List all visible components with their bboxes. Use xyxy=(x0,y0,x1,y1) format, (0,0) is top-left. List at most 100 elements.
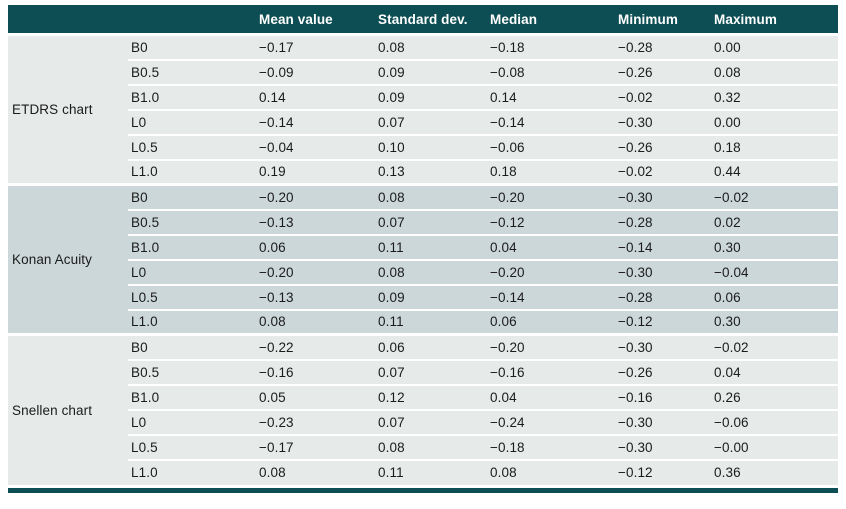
col-header-section xyxy=(8,5,128,35)
table-bottom-rule xyxy=(8,487,838,493)
value-cell: 0.07 xyxy=(375,408,487,435)
value-cell: −0.26 xyxy=(615,358,711,385)
value-cell: 0.04 xyxy=(711,358,838,385)
table-row: L0 −0.20 0.08 −0.20 −0.30 −0.04 xyxy=(8,258,838,285)
value-cell: −0.00 xyxy=(711,433,838,460)
condition-cell: B0.5 xyxy=(128,358,256,385)
value-cell: 0.09 xyxy=(375,83,487,110)
value-cell: −0.09 xyxy=(256,58,375,85)
condition-cell: B1.0 xyxy=(128,233,256,260)
value-cell: −0.17 xyxy=(256,433,375,460)
value-cell: −0.22 xyxy=(256,333,375,360)
table-row: Konan Acuity B0 −0.20 0.08 −0.20 −0.30 −0.02 xyxy=(8,183,838,335)
condition-cell: B0 xyxy=(128,183,256,210)
value-cell: −0.18 xyxy=(487,33,615,60)
condition-cell: L0 xyxy=(128,258,256,285)
value-cell: −0.14 xyxy=(256,108,375,135)
value-cell: −0.12 xyxy=(615,458,711,485)
table-row: L0 −0.14 0.07 −0.14 −0.30 0.00 xyxy=(8,108,838,135)
condition-cell: B0.5 xyxy=(128,58,256,85)
value-cell: 0.07 xyxy=(375,358,487,385)
value-cell: −0.28 xyxy=(615,33,711,60)
value-cell: −0.14 xyxy=(487,108,615,135)
value-cell: −0.26 xyxy=(615,133,711,160)
value-cell: 0.00 xyxy=(711,33,838,60)
table-row: L1.0 0.08 0.11 0.08 −0.12 0.36 xyxy=(8,458,838,485)
table-row: B0.5 −0.13 0.07 −0.12 −0.28 0.02 xyxy=(8,208,838,235)
value-cell: −0.12 xyxy=(615,308,711,335)
value-cell: 0.06 xyxy=(375,333,487,360)
value-cell: 0.07 xyxy=(375,108,487,135)
value-cell: 0.11 xyxy=(375,233,487,260)
value-cell: 0.09 xyxy=(375,283,487,310)
value-cell: 0.32 xyxy=(711,83,838,110)
value-cell: 0.44 xyxy=(711,158,838,185)
value-cell: −0.28 xyxy=(615,208,711,235)
table-row: L0.5 −0.13 0.09 −0.14 −0.28 0.06 xyxy=(8,283,838,310)
value-cell: −0.30 xyxy=(615,108,711,135)
value-cell: 0.02 xyxy=(711,208,838,235)
table-row: ETDRS chart B0 −0.17 0.08 −0.18 −0.28 0.00 xyxy=(8,33,838,185)
value-cell: −0.24 xyxy=(487,408,615,435)
value-cell: 0.00 xyxy=(711,108,838,135)
table-row: B0.5 −0.09 0.09 −0.08 −0.26 0.08 xyxy=(8,58,838,85)
section-label: Konan Acuity xyxy=(8,183,128,335)
condition-cell: L0.5 xyxy=(128,133,256,160)
table-row: B1.0 0.14 0.09 0.14 −0.02 0.32 xyxy=(8,83,838,110)
table-row: L0.5 −0.17 0.08 −0.18 −0.30 −0.00 xyxy=(8,433,838,460)
value-cell: 0.04 xyxy=(487,233,615,260)
table-row: B1.0 0.06 0.11 0.04 −0.14 0.30 xyxy=(8,233,838,260)
value-cell: 0.05 xyxy=(256,383,375,410)
value-cell: −0.20 xyxy=(487,333,615,360)
statistics-table: Mean value Standard dev. Median Minimum … xyxy=(8,5,838,485)
condition-cell: L0 xyxy=(128,408,256,435)
condition-cell: L1.0 xyxy=(128,458,256,485)
value-cell: −0.06 xyxy=(487,133,615,160)
section-label: Snellen chart xyxy=(8,333,128,485)
value-cell: 0.08 xyxy=(487,458,615,485)
col-header-condition xyxy=(128,5,256,35)
col-header-minimum: Minimum xyxy=(615,5,711,35)
condition-cell: B0 xyxy=(128,333,256,360)
col-header-maximum: Maximum xyxy=(711,5,838,35)
value-cell: 0.30 xyxy=(711,308,838,335)
condition-cell: B0.5 xyxy=(128,208,256,235)
col-header-median: Median xyxy=(487,5,615,35)
value-cell: −0.20 xyxy=(487,258,615,285)
value-cell: −0.30 xyxy=(615,258,711,285)
condition-cell: L0.5 xyxy=(128,433,256,460)
col-header-standard-dev: Standard dev. xyxy=(375,5,487,35)
value-cell: −0.17 xyxy=(256,33,375,60)
value-cell: 0.06 xyxy=(711,283,838,310)
value-cell: 0.18 xyxy=(711,133,838,160)
condition-cell: B1.0 xyxy=(128,383,256,410)
table-row: L1.0 0.08 0.11 0.06 −0.12 0.30 xyxy=(8,308,838,335)
value-cell: 0.08 xyxy=(375,433,487,460)
value-cell: −0.28 xyxy=(615,283,711,310)
condition-cell: B0 xyxy=(128,33,256,60)
value-cell: 0.09 xyxy=(375,58,487,85)
value-cell: −0.30 xyxy=(615,333,711,360)
table-row: L0.5 −0.04 0.10 −0.06 −0.26 0.18 xyxy=(8,133,838,160)
condition-cell: L1.0 xyxy=(128,308,256,335)
value-cell: −0.02 xyxy=(711,333,838,360)
value-cell: −0.02 xyxy=(711,183,838,210)
value-cell: 0.11 xyxy=(375,458,487,485)
condition-cell: L1.0 xyxy=(128,158,256,185)
value-cell: −0.16 xyxy=(256,358,375,385)
value-cell: −0.13 xyxy=(256,208,375,235)
header-row: Mean value Standard dev. Median Minimum … xyxy=(8,5,838,35)
value-cell: 0.13 xyxy=(375,158,487,185)
value-cell: 0.06 xyxy=(256,233,375,260)
value-cell: −0.30 xyxy=(615,433,711,460)
condition-cell: L0.5 xyxy=(128,283,256,310)
value-cell: −0.12 xyxy=(487,208,615,235)
value-cell: 0.08 xyxy=(375,258,487,285)
value-cell: 0.07 xyxy=(375,208,487,235)
condition-cell: B1.0 xyxy=(128,83,256,110)
value-cell: 0.06 xyxy=(487,308,615,335)
value-cell: −0.30 xyxy=(615,183,711,210)
value-cell: 0.30 xyxy=(711,233,838,260)
table-row: B0.5 −0.16 0.07 −0.16 −0.26 0.04 xyxy=(8,358,838,385)
value-cell: −0.26 xyxy=(615,58,711,85)
